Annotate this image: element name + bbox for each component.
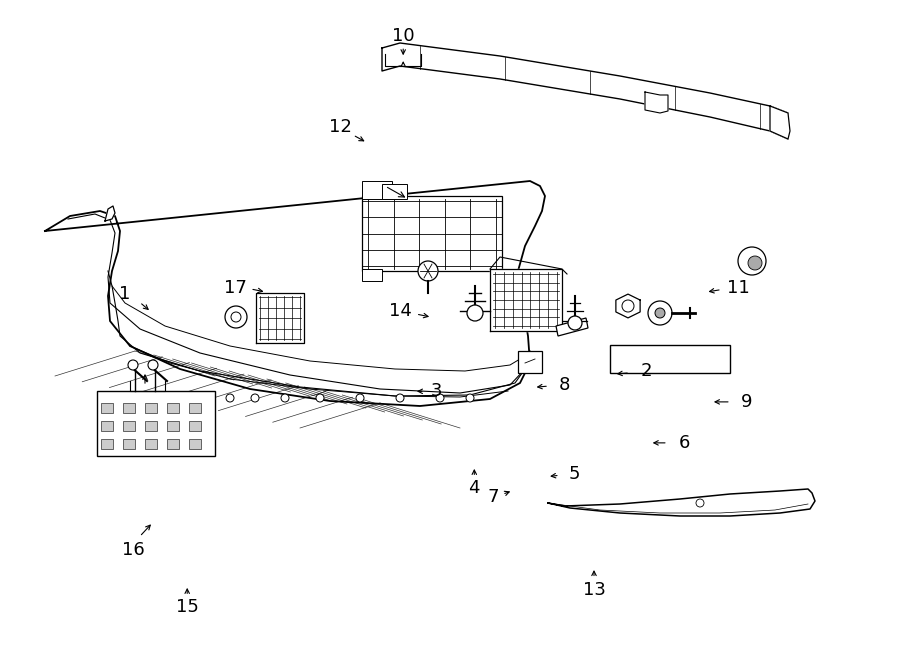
Circle shape <box>738 247 766 275</box>
Bar <box>97 391 215 456</box>
Bar <box>382 184 407 199</box>
Text: 12: 12 <box>328 118 352 136</box>
Text: 3: 3 <box>431 382 442 401</box>
Bar <box>189 421 201 431</box>
Bar <box>101 403 113 413</box>
Polygon shape <box>490 269 562 331</box>
Polygon shape <box>256 293 304 343</box>
Bar <box>518 351 542 373</box>
Bar <box>189 439 201 449</box>
Text: 1: 1 <box>119 285 130 303</box>
Polygon shape <box>616 294 640 318</box>
Circle shape <box>467 305 483 321</box>
Circle shape <box>396 394 404 402</box>
Polygon shape <box>556 318 588 336</box>
Text: 17: 17 <box>224 278 248 297</box>
Text: 10: 10 <box>392 27 415 46</box>
Bar <box>101 421 113 431</box>
Text: 8: 8 <box>559 375 570 394</box>
Circle shape <box>466 394 474 402</box>
Text: 4: 4 <box>469 479 480 497</box>
Bar <box>123 421 135 431</box>
Circle shape <box>648 301 672 325</box>
Bar <box>123 439 135 449</box>
Bar <box>167 403 179 413</box>
Bar <box>362 196 502 271</box>
Circle shape <box>281 394 289 402</box>
Circle shape <box>418 261 438 281</box>
Bar <box>145 403 157 413</box>
Bar <box>145 421 157 431</box>
Circle shape <box>226 394 234 402</box>
Text: 2: 2 <box>641 362 652 381</box>
Text: 13: 13 <box>582 580 606 599</box>
Circle shape <box>655 308 665 318</box>
Polygon shape <box>770 106 790 139</box>
Circle shape <box>316 394 324 402</box>
Bar <box>123 403 135 413</box>
Text: 14: 14 <box>389 301 412 320</box>
Text: 6: 6 <box>679 434 689 452</box>
Circle shape <box>251 394 259 402</box>
Bar <box>362 181 392 199</box>
Bar <box>101 439 113 449</box>
Circle shape <box>225 306 247 328</box>
Text: 7: 7 <box>488 488 499 506</box>
Polygon shape <box>548 489 815 516</box>
Bar <box>167 421 179 431</box>
Circle shape <box>356 394 364 402</box>
Text: 5: 5 <box>569 465 580 483</box>
Text: 16: 16 <box>122 541 145 559</box>
Bar <box>145 439 157 449</box>
Circle shape <box>436 394 444 402</box>
Circle shape <box>748 256 762 270</box>
Bar <box>167 439 179 449</box>
Text: 11: 11 <box>726 278 750 297</box>
Text: 15: 15 <box>176 598 199 616</box>
Polygon shape <box>645 92 668 113</box>
Polygon shape <box>45 181 545 406</box>
Bar <box>189 403 201 413</box>
Text: 9: 9 <box>742 393 752 411</box>
Circle shape <box>148 360 158 370</box>
Circle shape <box>568 316 582 330</box>
Polygon shape <box>105 206 115 221</box>
Polygon shape <box>382 43 788 139</box>
Circle shape <box>128 360 138 370</box>
Bar <box>610 345 730 373</box>
Bar <box>362 269 382 281</box>
Circle shape <box>696 499 704 507</box>
